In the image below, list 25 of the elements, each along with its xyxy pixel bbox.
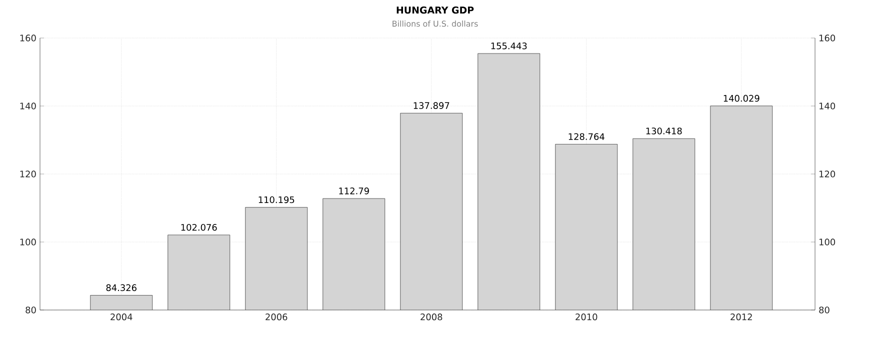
x-tick-label: 2012 bbox=[730, 314, 752, 320]
data-label: 130.418 bbox=[646, 128, 682, 134]
y2-tick-label: 120 bbox=[820, 170, 836, 178]
data-label: 84.326 bbox=[106, 284, 136, 292]
data-label: 112.79 bbox=[339, 188, 369, 194]
data-label: 137.897 bbox=[414, 102, 450, 109]
y2-tick-label: 80 bbox=[819, 306, 830, 314]
y2-tick-label: 100 bbox=[820, 238, 836, 246]
data-label: 140.029 bbox=[724, 94, 760, 102]
y2-tick-label: 140 bbox=[820, 102, 836, 110]
chart-title: HUNGARY GDP bbox=[396, 6, 474, 14]
y-tick-label: 160 bbox=[20, 34, 36, 42]
y-tick-label: 120 bbox=[20, 170, 36, 178]
y2-tick-label: 160 bbox=[820, 34, 836, 42]
x-tick-label: 2006 bbox=[266, 314, 288, 320]
data-label: 128.764 bbox=[568, 133, 604, 140]
x-tick-label: 2004 bbox=[110, 314, 132, 320]
y-tick-label: 80 bbox=[26, 306, 36, 314]
data-label: 110.195 bbox=[258, 196, 294, 204]
y-tick-label: 140 bbox=[20, 102, 36, 110]
x-tick-label: 2008 bbox=[420, 314, 442, 320]
y-tick-label: 100 bbox=[20, 238, 36, 246]
data-label: 155.443 bbox=[491, 42, 527, 50]
x-tick-label: 2010 bbox=[576, 314, 598, 320]
data-label: 102.076 bbox=[181, 224, 217, 231]
